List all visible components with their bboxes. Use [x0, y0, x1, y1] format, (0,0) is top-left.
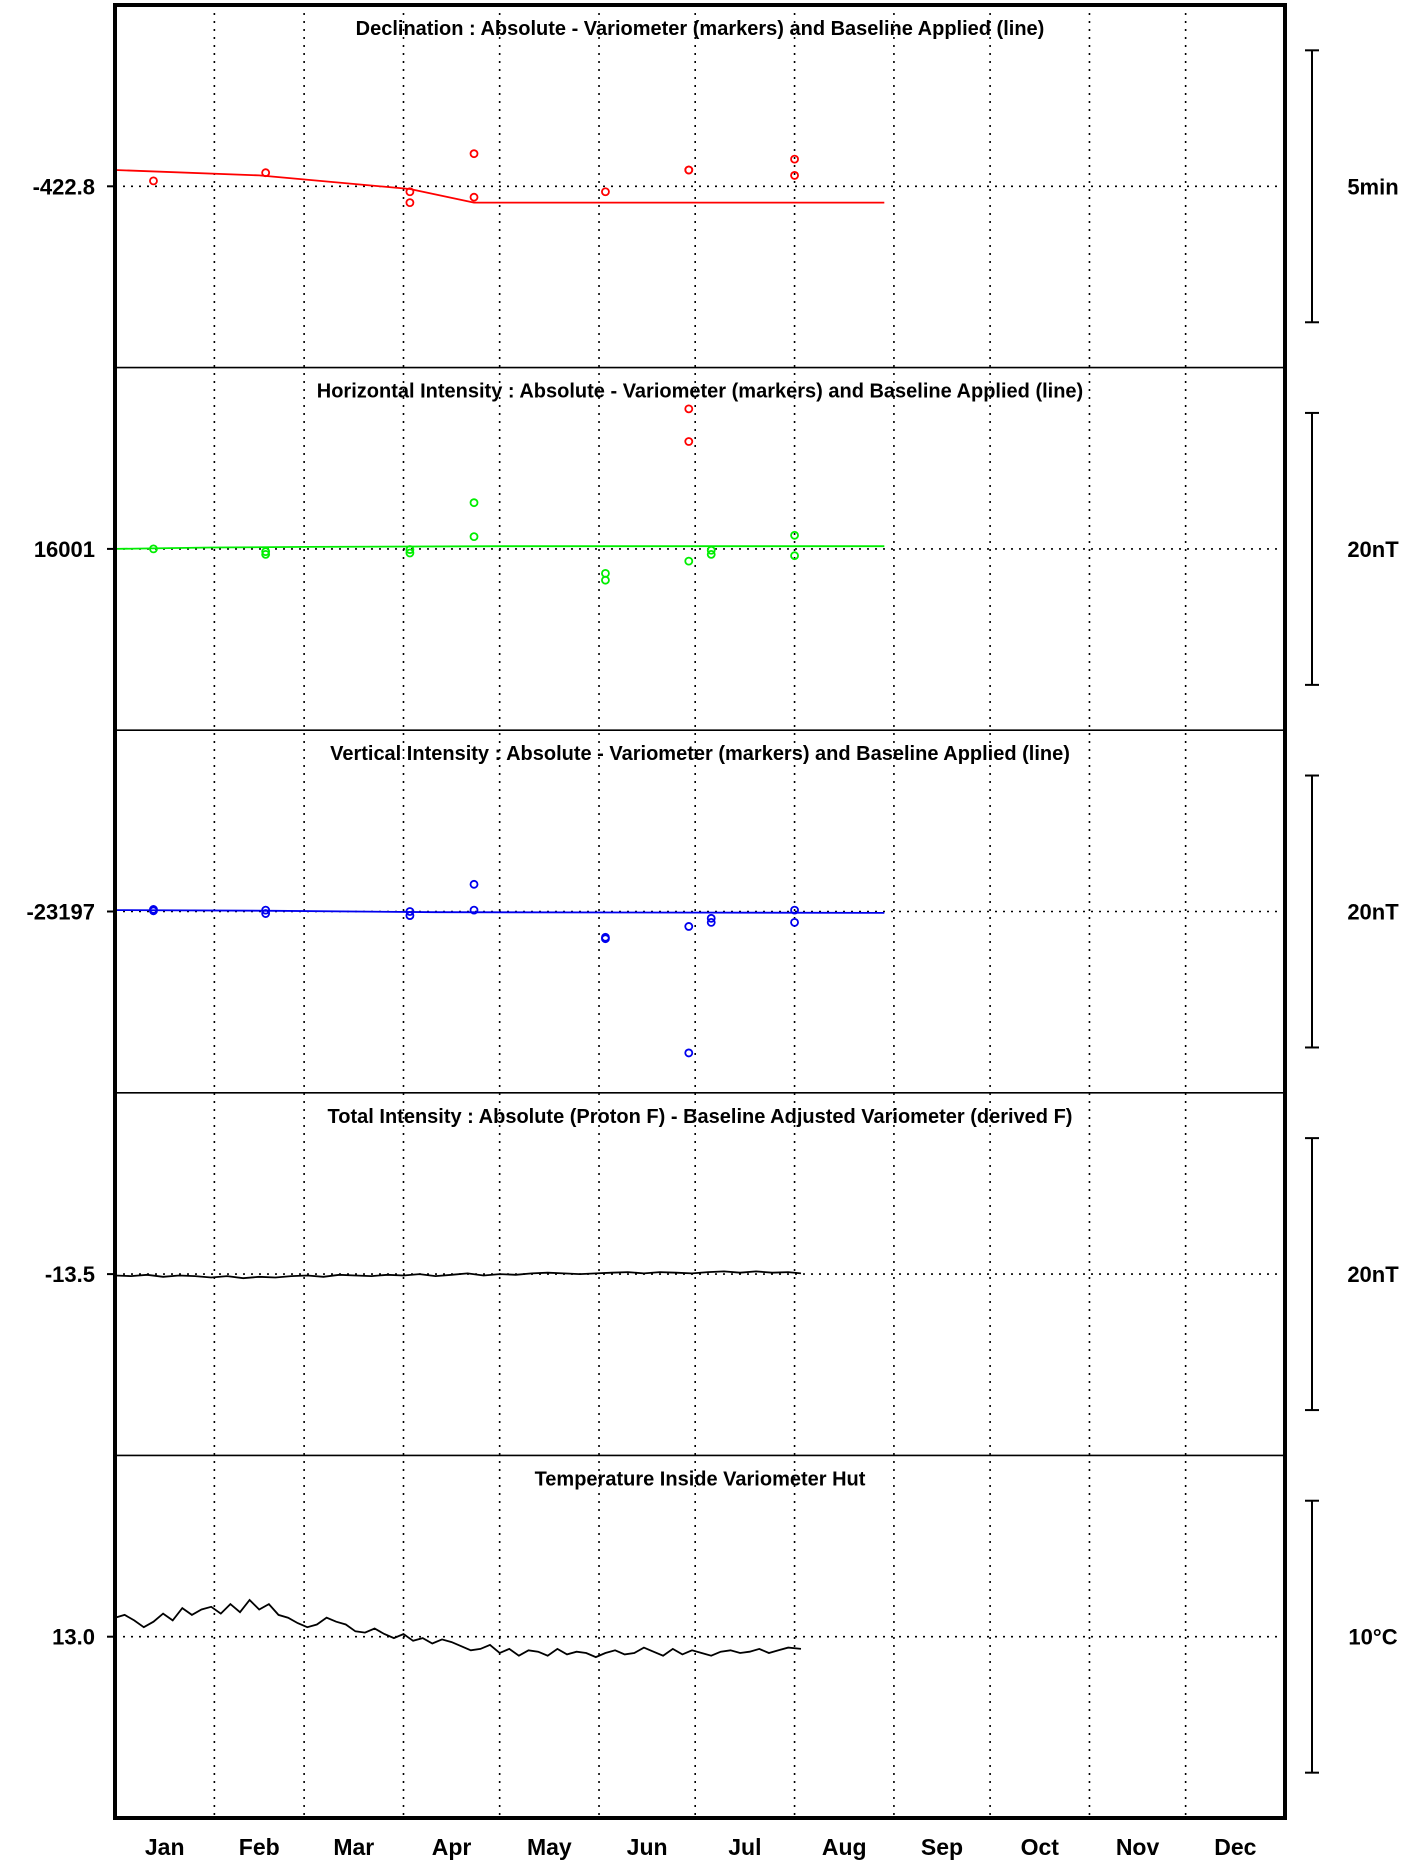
data-marker: [405, 187, 415, 197]
month-tick-label: Oct: [1021, 1834, 1060, 1860]
month-tick-label: Sep: [921, 1834, 963, 1860]
outlier-marker: [684, 404, 694, 414]
panel-title: Declination : Absolute - Variometer (mar…: [356, 18, 1045, 40]
data-marker: [405, 907, 415, 916]
y-axis-label: -23197: [26, 900, 95, 925]
data-marker: [790, 917, 799, 927]
series-line: [114, 1270, 802, 1280]
panel-title: Temperature Inside Variometer Hut: [535, 1468, 866, 1490]
scale-label: 20nT: [1347, 1262, 1399, 1287]
month-tick-label: Nov: [1116, 1834, 1160, 1860]
data-marker: [149, 176, 158, 186]
data-marker: [261, 547, 271, 557]
data-marker: [149, 544, 158, 554]
month-tick-label: May: [527, 1834, 572, 1860]
plot-frame: [113, 3, 1287, 1820]
scale-label: 20nT: [1347, 537, 1399, 562]
scale-label: 5min: [1347, 174, 1398, 199]
y-axis-label: 13.0: [52, 1625, 95, 1650]
data-marker: [790, 171, 799, 180]
data-marker: [601, 575, 610, 585]
series-line: [114, 545, 885, 550]
data-marker: [790, 154, 799, 164]
month-tick-label: Jun: [627, 1834, 668, 1860]
data-marker: [405, 911, 415, 920]
data-marker: [706, 917, 716, 927]
month-tick-label: Apr: [432, 1834, 472, 1860]
data-marker: [790, 905, 799, 915]
month-tick-label: Feb: [239, 1834, 280, 1860]
y-axis-label: 16001: [34, 537, 95, 562]
data-marker: [684, 922, 694, 931]
data-marker: [706, 913, 716, 923]
data-marker: [469, 149, 479, 159]
data-marker: [405, 548, 415, 558]
data-marker: [469, 192, 479, 202]
panel-title: Total Intensity : Absolute (Proton F) - …: [328, 1106, 1073, 1128]
label-layer: Jan Feb Mar Apr May Jun Jul Aug Sep Oct Nov Dec Decl…: [26, 18, 1399, 1860]
data-marker: [261, 168, 271, 178]
data-marker: [469, 532, 479, 542]
data-marker: [469, 879, 479, 889]
series-line: [114, 1598, 802, 1659]
data-marker: [469, 905, 479, 915]
month-tick-label: Jul: [728, 1834, 761, 1860]
scale-label: 20nT: [1347, 900, 1399, 925]
data-marker: [790, 530, 799, 540]
data-marker: [601, 934, 610, 944]
data-layer: [114, 149, 885, 1659]
series-line: [114, 909, 885, 914]
outlier-marker: [684, 437, 694, 446]
y-axis-label: -422.8: [33, 174, 95, 199]
y-axis-label: -13.5: [45, 1262, 95, 1287]
data-marker: [261, 549, 271, 559]
data-marker: [790, 551, 799, 561]
month-tick-label: Mar: [333, 1834, 374, 1860]
data-marker: [706, 545, 716, 555]
data-marker: [684, 165, 694, 175]
data-marker: [706, 549, 716, 559]
month-tick-label: Jan: [145, 1834, 185, 1860]
data-marker: [405, 198, 415, 208]
data-marker: [684, 556, 694, 566]
data-marker: [261, 909, 271, 918]
month-tick-label: Aug: [822, 1834, 867, 1860]
data-marker: [684, 1048, 694, 1058]
scale-label: 10°C: [1348, 1625, 1397, 1650]
grid-layer: [115, 5, 1285, 1818]
panel-title: Vertical Intensity : Absolute - Variomet…: [330, 743, 1070, 765]
data-marker: [405, 545, 415, 554]
data-marker: [261, 905, 271, 915]
data-marker: [601, 187, 610, 197]
month-tick-label: Dec: [1214, 1834, 1256, 1860]
panel-title: Horizontal Intensity : Absolute - Variom…: [317, 381, 1083, 403]
frame-layer: [107, 3, 1319, 1820]
data-marker: [469, 498, 479, 508]
data-marker: [149, 906, 158, 916]
